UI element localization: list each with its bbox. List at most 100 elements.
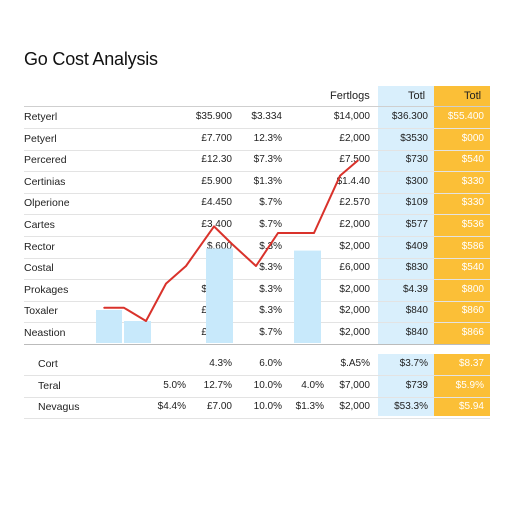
cell-c7: $800 — [461, 283, 484, 295]
chart-bar — [124, 321, 151, 343]
chart-point — [313, 232, 315, 234]
cell-c6: $300 — [405, 175, 428, 187]
table-row: Retyerl $35.900 $3.334 $14,000 $36.300 $55.40… — [24, 107, 490, 129]
cell-c3: 6.0% — [259, 358, 282, 369]
cell-c7: $55.400 — [447, 111, 484, 122]
header-divider — [24, 106, 490, 107]
row-label: Percered — [24, 154, 67, 167]
chart-point — [123, 307, 125, 309]
cell-c3: $.3% — [259, 283, 282, 295]
row-label: Rector — [24, 240, 55, 253]
chart-point — [145, 320, 147, 322]
cell-c2: £7.00 — [206, 401, 232, 412]
cell-c2: £4.450 — [201, 197, 232, 209]
table-row: Percered £12.30 $7.3% £7.500 $730 $540 — [24, 150, 490, 173]
row-label: Olperione — [24, 197, 70, 210]
cell-c3: $3.334 — [251, 111, 282, 122]
cell-c7: $5.9% — [455, 379, 484, 391]
table-row: Petyerl £7.700 12.3% £2,000 $3530 $000 — [24, 129, 490, 151]
cell-c6: $109 — [405, 197, 428, 209]
chart-line — [104, 159, 359, 322]
cell-c5: $2,000 — [339, 401, 370, 412]
cell-c7: $330 — [461, 197, 484, 209]
chart-point — [213, 225, 215, 228]
page-title: Go Cost Analysis — [24, 49, 158, 69]
cell-c5: $2,000 — [339, 283, 370, 295]
cell-c3: $.3% — [259, 240, 282, 252]
cell-c7: $330 — [461, 175, 484, 187]
chart-point — [103, 307, 105, 309]
cell-c6: $3530 — [400, 132, 428, 144]
cell-c3: $.7% — [259, 327, 282, 338]
cell-c5: $1.4.40 — [336, 175, 370, 187]
cell-c5: $.A5% — [340, 358, 370, 369]
chart-point — [165, 282, 167, 285]
cell-c1: $4.4% — [157, 401, 186, 412]
cell-c7: $8.37 — [458, 358, 484, 369]
cell-c5: $2,000 — [339, 240, 370, 252]
row-label: Cort — [38, 358, 58, 370]
cell-c6: $577 — [405, 219, 428, 230]
table-row: Cartes £3.400 $.7% £2,000 $577 $536 — [24, 215, 490, 237]
cell-c6: $36.300 — [391, 111, 428, 122]
cell-c5: £7.500 — [339, 154, 370, 166]
cell-c3: $.3% — [259, 305, 282, 317]
cell-c7: $000 — [461, 132, 484, 144]
header-c6: Totl — [408, 90, 426, 102]
cell-c6: $4.39 — [402, 283, 428, 295]
cell-c2: 12.7% — [203, 379, 232, 391]
cell-c2: £5.900 — [201, 175, 232, 187]
cell-c1: 5.0% — [163, 379, 186, 391]
table-row: Rector $.600 $.3% $2,000 $409 $586 — [24, 237, 490, 259]
total-column-highlight — [378, 86, 434, 416]
cell-c2: $35.900 — [195, 111, 232, 122]
cell-c5: £2,000 — [339, 219, 370, 230]
header-c7: Totl — [464, 90, 482, 102]
cell-c2: £7.700 — [201, 132, 232, 144]
cell-c6: $840 — [405, 327, 428, 338]
cell-c6: $739 — [405, 379, 428, 391]
cell-c2: £12.30 — [201, 154, 232, 166]
chart-point — [231, 243, 233, 245]
row-label: Certinias — [24, 175, 66, 188]
cell-c7: $860 — [461, 305, 484, 317]
cell-c5: $2,000 — [339, 327, 370, 338]
cell-c6: $409 — [405, 240, 428, 252]
row-label: Cartes — [24, 219, 55, 231]
header-c5: Fertlogs — [330, 90, 370, 102]
cell-c4: 4.0% — [301, 379, 324, 391]
chart-point — [357, 159, 359, 162]
total-column-accent — [434, 86, 490, 416]
cell-c6: $730 — [405, 154, 428, 166]
chart-point — [255, 265, 257, 267]
cell-c7: $866 — [461, 327, 484, 338]
cell-c6: $840 — [405, 305, 428, 317]
cell-c5: £2,000 — [339, 132, 370, 144]
section-gap — [24, 344, 490, 354]
row-label: Teral — [38, 379, 61, 392]
chart-point — [185, 265, 187, 267]
cell-c2: $.600 — [206, 240, 232, 252]
table-row: Olperione £4.450 $.7% £2.570 $109 $330 — [24, 193, 490, 216]
cost-chart — [96, 159, 359, 343]
cell-c3: 12.3% — [253, 132, 282, 144]
cell-c3: 10.0% — [253, 379, 282, 391]
cell-c5: $14,000 — [333, 111, 370, 122]
cell-c3: $.3% — [259, 262, 282, 274]
row-label: Prokages — [24, 283, 69, 296]
summary-row: Cort 4.3% 6.0% $.A5% $3.7% $8.37 — [24, 354, 490, 376]
cell-c2: 4.3% — [209, 358, 232, 369]
chart-bar — [96, 310, 122, 343]
chart-point — [339, 175, 341, 177]
row-label: Retyerl — [24, 111, 58, 123]
cell-c6: $3.7% — [399, 358, 428, 369]
summary-row: Nevagus $4.4% £7.00 10.0% $1.3% $2,000 $53.3% $… — [24, 397, 490, 419]
cell-c7: $5.94 — [458, 401, 484, 412]
cell-c5: £2.570 — [339, 197, 370, 209]
chart-bar — [294, 250, 321, 343]
cost-table: Fertlogs Totl Totl Retyerl $35.900 $3.334 $… — [24, 86, 490, 419]
cell-c6: $830 — [405, 262, 428, 274]
table-row: Certinias £5.900 $1.3% $1.4.40 $300 $330 — [24, 172, 490, 194]
cell-c7: $540 — [461, 262, 484, 274]
row-label: Petyerl — [24, 132, 57, 145]
